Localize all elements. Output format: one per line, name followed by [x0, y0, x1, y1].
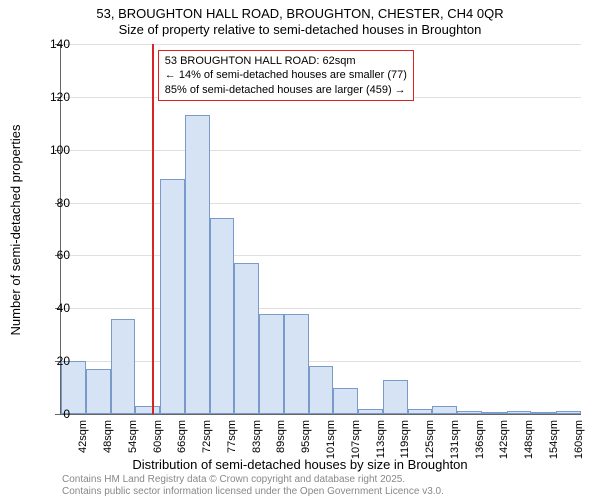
y-tick: [55, 414, 61, 415]
histogram-bar: [408, 409, 433, 414]
histogram-bar: [185, 115, 210, 414]
y-tick-label: 80: [57, 196, 70, 210]
x-tick-label: 107sqm: [350, 420, 362, 470]
x-tick-label: 95sqm: [300, 420, 312, 470]
histogram-bar: [210, 218, 235, 414]
histogram-bar: [432, 406, 457, 414]
x-tick-label: 77sqm: [226, 420, 238, 470]
histogram-bar: [309, 366, 334, 414]
x-tick-label: 148sqm: [523, 420, 535, 470]
chart-container: 53, BROUGHTON HALL ROAD, BROUGHTON, CHES…: [0, 0, 600, 500]
callout-line1: 53 BROUGHTON HALL ROAD: 62sqm: [165, 54, 407, 68]
plot-area: 53 BROUGHTON HALL ROAD: 62sqm← 14% of se…: [60, 44, 581, 415]
x-tick-label: 119sqm: [399, 420, 411, 470]
x-tick-label: 101sqm: [325, 420, 337, 470]
x-tick-label: 142sqm: [498, 420, 510, 470]
histogram-bar: [259, 314, 284, 414]
gridline: [61, 361, 581, 362]
x-tick-label: 113sqm: [375, 420, 387, 470]
histogram-bar: [383, 380, 408, 414]
x-tick-label: 154sqm: [548, 420, 560, 470]
x-tick-label: 136sqm: [474, 420, 486, 470]
histogram-bar: [111, 319, 136, 414]
y-tick-label: 20: [57, 354, 70, 368]
x-tick-label: 48sqm: [102, 420, 114, 470]
chart-footer: Contains HM Land Registry data © Crown c…: [62, 474, 444, 498]
x-tick-label: 131sqm: [449, 420, 461, 470]
x-tick-label: 89sqm: [275, 420, 287, 470]
histogram-bar: [531, 412, 556, 414]
gridline: [61, 44, 581, 45]
histogram-bar: [457, 411, 482, 414]
histogram-bar: [160, 179, 185, 414]
chart-title-line2: Size of property relative to semi-detach…: [0, 22, 600, 37]
histogram-bar: [135, 406, 160, 414]
gridline: [61, 150, 581, 151]
x-tick-label: 66sqm: [176, 420, 188, 470]
x-tick-label: 54sqm: [127, 420, 139, 470]
gridline: [61, 308, 581, 309]
x-tick-label: 42sqm: [77, 420, 89, 470]
y-tick-label: 120: [50, 90, 70, 104]
y-axis-title: Number of semi-detached properties: [8, 125, 23, 336]
chart-title-line1: 53, BROUGHTON HALL ROAD, BROUGHTON, CHES…: [0, 6, 600, 21]
gridline: [61, 255, 581, 256]
y-tick-label: 100: [50, 143, 70, 157]
footer-line2: Contains public sector information licen…: [62, 486, 444, 498]
callout-box: 53 BROUGHTON HALL ROAD: 62sqm← 14% of se…: [158, 50, 414, 101]
histogram-bar: [86, 369, 111, 414]
histogram-bar: [482, 412, 507, 414]
histogram-bar: [234, 263, 259, 414]
callout-line3: 85% of semi-detached houses are larger (…: [165, 83, 407, 97]
y-tick-label: 40: [57, 301, 70, 315]
footer-line1: Contains HM Land Registry data © Crown c…: [62, 474, 444, 486]
x-tick-label: 160sqm: [573, 420, 585, 470]
histogram-bar: [284, 314, 309, 414]
x-tick-label: 125sqm: [424, 420, 436, 470]
marker-line: [152, 44, 154, 414]
y-tick-label: 140: [50, 37, 70, 51]
gridline: [61, 203, 581, 204]
y-tick-label: 0: [63, 407, 70, 421]
y-tick-label: 60: [57, 248, 70, 262]
callout-line2: ← 14% of semi-detached houses are smalle…: [165, 68, 407, 82]
histogram-bar: [358, 409, 383, 414]
x-tick-label: 83sqm: [251, 420, 263, 470]
x-tick-label: 72sqm: [201, 420, 213, 470]
x-tick-label: 60sqm: [152, 420, 164, 470]
histogram-bar: [556, 411, 581, 414]
histogram-bar: [333, 388, 358, 414]
histogram-bar: [507, 411, 532, 414]
